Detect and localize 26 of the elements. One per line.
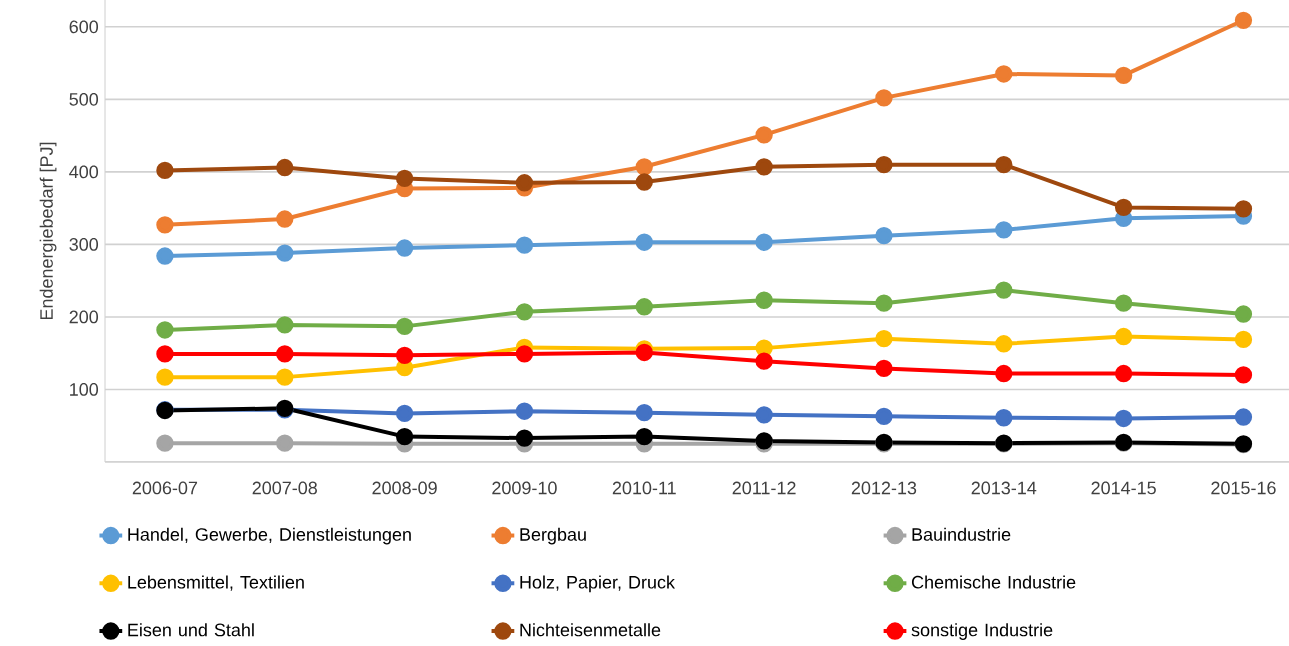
legend-label: Handel, Gewerbe, Dienstleistungen: [128, 527, 411, 545]
legend-label: sonstige Industrie: [911, 623, 1053, 640]
y-tick-label: 600: [69, 20, 99, 34]
y-tick-label: 100: [70, 383, 99, 396]
y-axis-title: Endenergiebedarf [PJ]: [39, 142, 57, 320]
x-tick-label: 2010-11: [612, 481, 676, 495]
x-tick-label: 2008-09: [372, 481, 437, 495]
x-tick-label: 2012-13: [851, 481, 917, 495]
x-tick-label: 2009-10: [492, 481, 557, 495]
x-tick-label: 2015-16: [1211, 481, 1276, 495]
legend-label: Bauindustrie: [912, 527, 1011, 541]
legend-label: Eisen und Stahl: [128, 623, 254, 637]
x-tick-label: 2011-12: [732, 481, 796, 495]
x-tick-label: 2006-07: [132, 481, 198, 495]
legend-label: Bergbau: [520, 527, 586, 545]
x-tick-label: 2007-08: [252, 481, 317, 495]
legend-label: Chemische Industrie: [911, 575, 1076, 589]
x-tick-label: 2014-15: [1091, 481, 1156, 495]
y-tick-label: 200: [69, 310, 99, 324]
legend-label: Holz, Papier, Druck: [520, 575, 676, 593]
legend-label: Lebensmittel, Textilien: [128, 575, 304, 591]
y-tick-label: 300: [69, 238, 99, 251]
legend-label: Nichteisenmetalle: [520, 623, 661, 637]
x-tick-label: 2013-14: [971, 481, 1037, 495]
y-tick-label: 500: [69, 92, 99, 106]
y-tick-label: 400: [69, 165, 99, 179]
